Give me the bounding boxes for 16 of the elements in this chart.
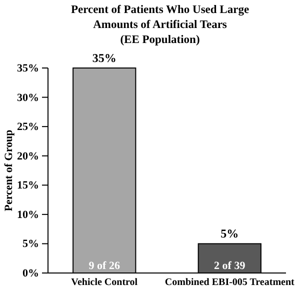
y-tick-label: 0%: [22, 268, 39, 280]
y-tick-label: 10%: [17, 208, 39, 221]
annotation: 2 of 39: [214, 260, 246, 272]
y-axis-title: Percent of Group: [3, 130, 15, 212]
data-label: 5%: [220, 226, 239, 241]
annotation: 9 of 26: [88, 260, 120, 272]
y-tick-label: 35%: [17, 62, 39, 75]
y-tick-label: 5%: [22, 238, 39, 250]
chart-title: Percent of Patients Who Used Large Amounts of Artificial Tears (EE Population): [70, 4, 250, 46]
y-tick-label: 20%: [17, 150, 39, 162]
x-tick-label: Vehicle Control: [71, 277, 138, 288]
y-tick-label: 30%: [17, 92, 39, 104]
x-tick-label: Combined EBI-005 Treatment: [164, 277, 296, 288]
y-tick-label: 15%: [17, 180, 39, 192]
y-tick-label: 25%: [17, 121, 39, 134]
data-label: 35%: [92, 51, 116, 65]
